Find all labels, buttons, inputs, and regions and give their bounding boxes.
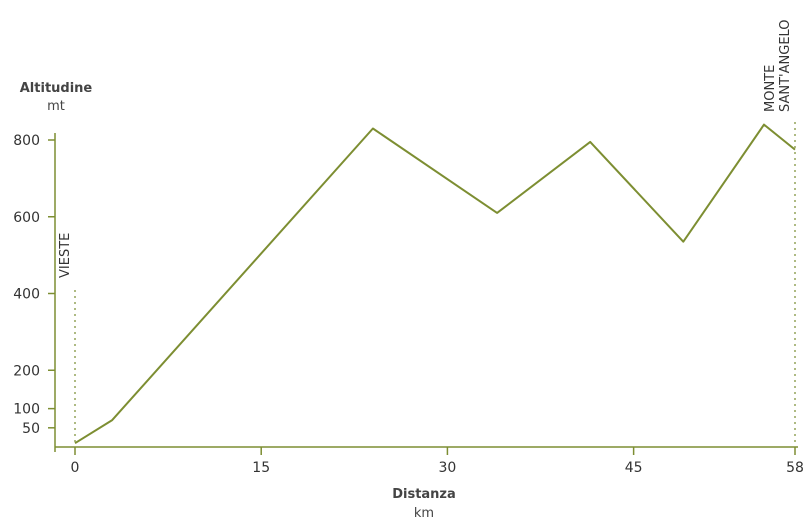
y-tick-label: 800: [13, 133, 40, 149]
x-tick-label: 58: [786, 460, 804, 476]
x-tick-label: 0: [71, 460, 80, 476]
y-tick-label: 100: [13, 402, 40, 418]
x-tick-label: 15: [252, 460, 270, 476]
y-tick-label: 400: [13, 287, 40, 303]
x-tick-label: 30: [438, 460, 456, 476]
elevation-line: [74, 123, 796, 445]
y-tick-label: 600: [13, 210, 40, 226]
y-tick-label: 200: [13, 363, 40, 379]
location-label-end: MONTE: [763, 65, 778, 112]
location-label-end: SANT'ANGELO: [778, 19, 793, 112]
y-axis-unit: mt: [47, 99, 65, 114]
x-axis-unit: km: [413, 506, 435, 521]
y-tick-label: 50: [22, 421, 40, 437]
x-axis-title: Distanza: [392, 487, 456, 502]
location-label-start: VIESTE: [58, 233, 73, 278]
x-tick-label: 45: [625, 460, 643, 476]
y-axis-title: Altitudine: [19, 81, 93, 96]
